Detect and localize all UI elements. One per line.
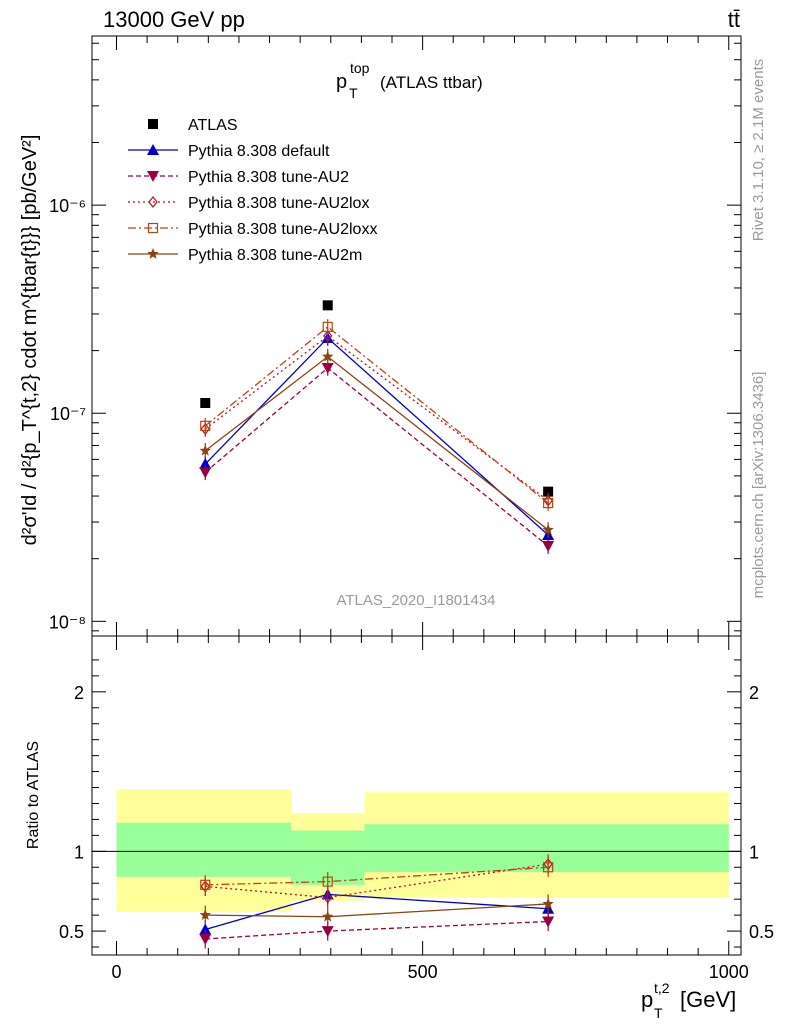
ratio-x-tick-label: 0	[111, 962, 121, 982]
main-y-tick-label: 10⁻⁶	[49, 196, 86, 216]
legend-marker-ATLAS	[148, 119, 158, 129]
main-point-AU2loxx	[200, 420, 211, 431]
x-axis-label: p t,2 T [GeV]	[641, 980, 736, 1021]
ratio-x-tick-label: 500	[408, 962, 438, 982]
main-point-AU2	[321, 362, 334, 374]
ratio-band-inner-2	[364, 824, 729, 873]
main-point-ATLAS	[200, 397, 211, 408]
ratio-point-AU2lox	[322, 891, 333, 904]
ratio-point-AU2m	[322, 910, 334, 922]
legend-label-AU2m: Pythia 8.308 tune-AU2m	[188, 247, 362, 264]
ratio-point-AU2m	[542, 898, 554, 909]
ratio-y-axis-label: Ratio to ATLAS	[25, 741, 42, 849]
main-point-AU2lox	[200, 423, 211, 435]
main-point-AU2m	[322, 350, 334, 362]
main-y-tick-label: 10⁻⁸	[49, 612, 86, 632]
ratio-plot-series	[199, 854, 555, 949]
legend-label-AU2loxx: Pythia 8.308 tune-AU2loxx	[188, 221, 377, 238]
plot-title-sup: top	[350, 60, 370, 76]
ratio-x-tick-label: 1000	[709, 962, 749, 982]
plot-title-main: p	[336, 71, 347, 93]
plot-title-rest: (ATLAS ttbar)	[380, 73, 483, 92]
main-point-ATLAS	[543, 486, 554, 497]
ratio-y-tick-label-left: 2	[74, 683, 84, 703]
ratio-band-inner-0	[116, 822, 291, 877]
ratio-point-AU2m	[199, 909, 211, 920]
legend-label-AU2: Pythia 8.308 tune-AU2	[188, 169, 349, 186]
main-point-AU2loxx	[322, 321, 333, 332]
legend-label-default: Pythia 8.308 default	[188, 143, 330, 160]
legend: ATLAS Pythia 8.308 default Pythia 8.308 tu…	[128, 117, 377, 264]
x-axis-label-unit: [GeV]	[680, 987, 736, 1012]
legend-marker-AU2lox	[148, 196, 158, 208]
legend-marker-AU2loxx	[147, 222, 159, 234]
plot-title: p top T (ATLAS ttbar)	[336, 60, 483, 101]
main-y-axis-label: d²σ'Id / d²{p_T^{t,2} cdot m^{tbar{t}}} …	[19, 135, 41, 546]
ratio-y-tick-label-right: 2	[749, 683, 759, 703]
ratio-y-tick-label-left: 0.5	[59, 922, 84, 942]
mcplots-label: mcplots.cern.ch [arXiv:1306.3436]	[750, 372, 767, 599]
main-series-line-default	[204, 337, 549, 536]
ratio-point-AU2loxx	[322, 876, 333, 887]
ratio-point-default	[199, 923, 212, 935]
plot-title-sub: T	[349, 85, 358, 101]
main-point-AU2m	[542, 523, 554, 535]
legend-marker-AU2m	[147, 248, 159, 259]
ratio-point-AU2	[321, 926, 334, 938]
collision-label: 13000 GeV pp	[103, 7, 245, 32]
main-point-AU2	[542, 541, 555, 553]
main-plot-series	[199, 300, 555, 554]
ratio-series-line-AU2lox	[205, 863, 549, 899]
x-axis-label-sub: T	[654, 1005, 663, 1021]
ratio-y-tick-label-right: 1	[749, 842, 759, 862]
ratio-series-line-AU2	[205, 920, 549, 940]
legend-label-AU2lox: Pythia 8.308 tune-AU2lox	[188, 195, 369, 212]
main-point-AU2	[199, 467, 212, 479]
x-axis-label-sup: t,2	[654, 980, 670, 996]
ratio-point-AU2	[542, 916, 555, 928]
x-axis-label-main: p	[641, 987, 653, 1012]
main-point-AU2m	[199, 444, 211, 456]
ratio-y-tick-label-right: 0.5	[749, 922, 774, 942]
ratio-point-AU2loxx	[543, 862, 554, 873]
analysis-label: ATLAS_2020_I1801434	[336, 592, 495, 609]
ratio-y-tick-label-left: 1	[74, 842, 84, 862]
main-y-tick-label: 10⁻⁷	[50, 404, 86, 424]
legend-marker-AU2	[147, 171, 159, 182]
ratio-point-AU2loxx	[200, 879, 211, 890]
main-series-line-AU2lox	[204, 335, 549, 502]
legend-label-ATLAS: ATLAS	[188, 117, 238, 134]
main-point-AU2loxx	[543, 497, 554, 509]
main-point-default	[199, 458, 212, 470]
rivet-label: Rivet 3.1.10, ≥ 2.1M events	[750, 59, 767, 242]
ratio-plot-border	[91, 635, 742, 956]
main-point-ATLAS	[322, 300, 333, 311]
main-series-line-AU2loxx	[204, 326, 549, 504]
ratio-point-AU2	[199, 934, 212, 946]
legend-marker-default	[147, 144, 159, 155]
main-point-AU2lox	[322, 330, 333, 342]
process-label: tt̄	[728, 7, 740, 32]
